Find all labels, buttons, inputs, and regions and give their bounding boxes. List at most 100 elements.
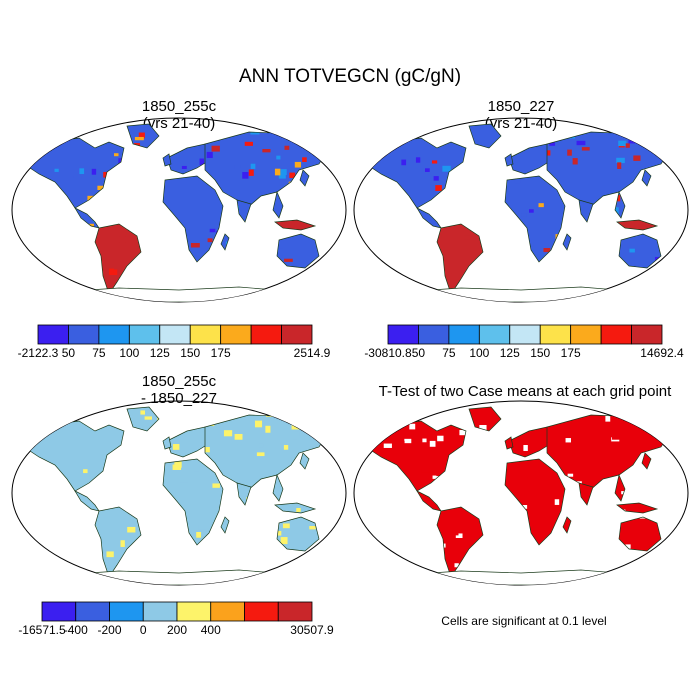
land-se-asia [273,192,283,218]
colorbar-swatch [37,324,69,345]
coast-india [236,482,252,506]
colorbar-swatch [98,324,130,345]
land-madagascar [221,517,229,533]
coast-africa [504,175,566,263]
land-se-asia [273,475,283,501]
colorbar-tick-label: -200 [97,623,121,637]
coast-north-america [26,137,125,209]
coast-africa [162,175,224,263]
colorbar-swatch [142,601,178,622]
colorbar-tick-label: -16571.5 [18,623,66,637]
coast-south-america [436,506,484,578]
colorbar-tick-label: 75 [442,346,456,360]
colorbar-swatch [478,324,511,345]
colorbar-swatch [75,601,110,622]
colorbar-swatch [159,324,191,345]
colorbar-swatch [250,324,282,345]
colorbar-swatch [68,324,100,345]
colorbar-top-right: -30810.8 50 75 100 125 150 175 14692.4 [364,324,684,360]
coast-indonesia [616,502,659,514]
coast-japan [641,169,652,187]
colorbar-tick-label: 0 [140,623,147,637]
panel-title-top-left-line1: 1850_255c [142,98,217,115]
coast-india [578,199,594,223]
coast-se-asia [614,473,626,502]
colorbar-swatch [448,324,480,345]
coast-north-america [368,137,467,209]
coast-australia [618,516,662,552]
colorbar-top-left: -2122.3 50 75 100 125 150 175 2514.9 [18,324,331,360]
panel-title-bottom-right: T-Test of two Case means at each grid po… [379,383,672,400]
coast-south-america [94,223,142,295]
colorbar-tick-label: 50 [412,346,426,360]
colorbar-tick-label: 175 [561,346,581,360]
colorbar-tick-label: 150 [530,346,550,360]
coast-australia [276,233,320,269]
colorbar-tick-label: 30507.9 [290,623,334,637]
colorbar-swatch [189,324,222,345]
colorbar-tick-label: 100 [469,346,489,360]
coast-madagascar [220,233,230,251]
colorbar-tick-label: 100 [119,346,139,360]
colorbar-tick-label: 400 [201,623,221,637]
land-africa [163,459,223,545]
land-madagascar [563,234,571,250]
panel-title-top-right-line2: (yrs 21-40) [485,115,558,132]
coast-se-asia [614,190,626,219]
colorbar-swatch [244,601,279,622]
land-indonesia [275,220,315,230]
coast-uk [162,153,172,167]
coast-australia [618,233,662,269]
colorbar-swatch [418,324,450,345]
coast-uk [504,153,514,167]
coast-north-america [26,420,125,492]
land-africa [163,176,223,262]
coast-india [236,199,252,223]
colorbar-swatch [570,324,602,345]
colorbar-tick-label: 125 [500,346,520,360]
colorbar-tick-label: -400 [64,623,88,637]
colorbar-swatch [176,601,212,622]
map-panel-bottom-left [11,400,347,586]
colorbar-swatch [128,324,161,345]
coast-indonesia [274,219,317,231]
coast-new-zealand [326,550,336,564]
coast-south-america [436,223,484,295]
coast-greenland [126,406,160,432]
coast-indonesia [274,502,317,514]
colorbar-swatch [220,324,252,345]
land-africa [505,459,565,545]
panel-title-top-right-line1: 1850_227 [488,98,555,115]
coast-madagascar [562,233,572,251]
land-uk [163,154,171,166]
colorbar-swatch [210,601,245,622]
coast-se-asia [272,190,284,219]
colorbar-tick-label: -30810.8 [364,346,412,360]
land-japan [300,453,309,469]
coast-se-asia [272,473,284,502]
colorbar-swatch [600,324,632,345]
significance-note: Cells are significant at 0.1 level [441,614,606,628]
coast-greenland [468,123,502,149]
coast-indonesia [616,219,659,231]
colorbar-tick-label: -2122.3 [18,346,59,360]
panel-title-bottom-left-line1: 1850_255c [142,373,217,390]
colorbar-tick-label: 75 [92,346,106,360]
coast-japan [641,452,652,470]
land-japan [642,453,651,469]
coast-india [578,482,594,506]
coast-new-zealand [668,267,678,281]
coast-japan [299,169,310,187]
land-se-asia [615,475,625,501]
colorbar-swatch [41,601,77,622]
coast-africa [162,458,224,546]
land-africa [505,176,565,262]
colorbar-swatch [509,324,541,345]
land-japan [642,170,651,186]
map-panel-bottom-right [353,400,689,586]
colorbar-tick-label: 50 [62,346,76,360]
colorbar-tick-label: 175 [211,346,231,360]
figure-title: ANN TOTVEGCN (gC/gN) [239,66,461,87]
colorbar-swatch [109,601,144,622]
